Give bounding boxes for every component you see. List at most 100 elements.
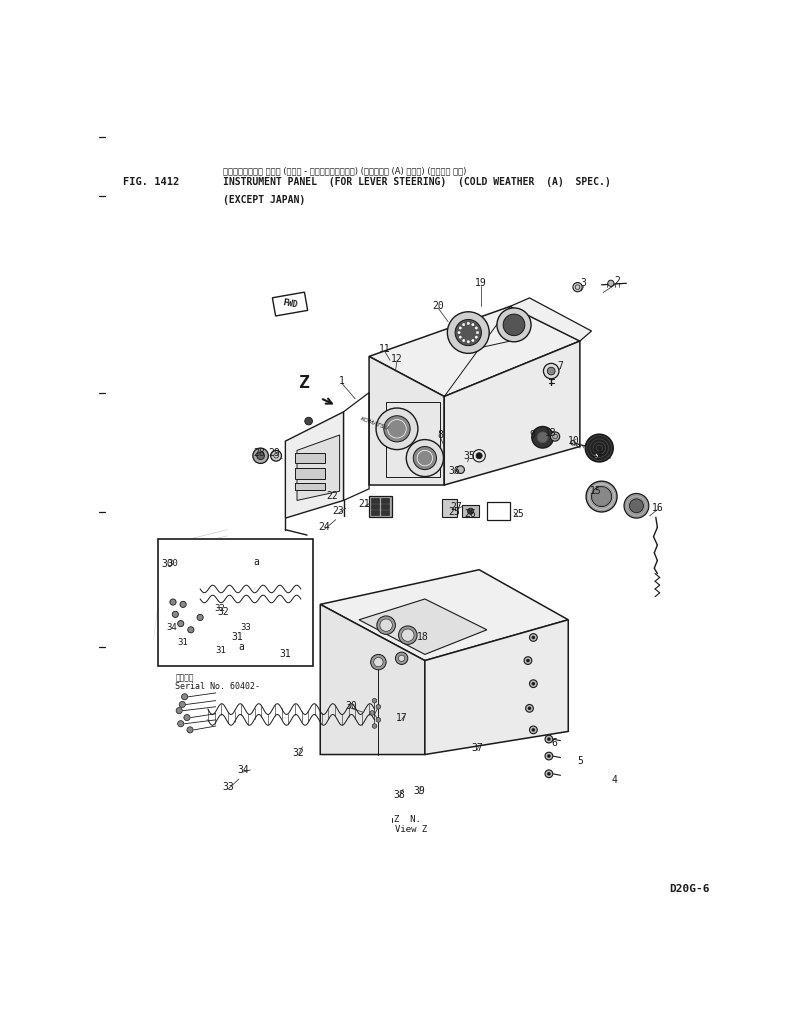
Circle shape [594,453,599,458]
Polygon shape [369,496,392,517]
Circle shape [475,336,478,339]
Circle shape [463,323,465,326]
Polygon shape [444,341,580,485]
Bar [371,498,379,503]
Text: 13: 13 [545,428,557,438]
Text: 8: 8 [437,430,444,440]
Circle shape [377,616,395,634]
Polygon shape [359,599,487,655]
Polygon shape [462,505,479,517]
Circle shape [547,367,555,374]
Bar [382,504,390,509]
Circle shape [467,341,469,343]
Circle shape [173,611,178,618]
Circle shape [270,450,281,461]
Text: 6: 6 [552,738,557,748]
Text: 12: 12 [391,354,403,364]
Text: 31: 31 [176,638,188,647]
Circle shape [550,432,560,441]
Circle shape [475,327,478,329]
Bar [371,504,379,509]
Circle shape [460,336,461,339]
Circle shape [529,680,537,687]
Circle shape [187,726,193,733]
Circle shape [545,752,553,760]
Text: View Z: View Z [395,826,428,834]
Text: 4: 4 [612,775,618,785]
Circle shape [607,280,614,286]
Circle shape [398,626,417,644]
Text: 19: 19 [475,278,487,288]
Text: 31: 31 [215,646,227,655]
Circle shape [463,340,465,342]
Text: 18: 18 [417,632,429,642]
Circle shape [471,323,474,326]
Circle shape [398,656,405,662]
Circle shape [497,308,531,342]
Circle shape [528,707,531,710]
Circle shape [253,448,269,464]
Text: 21: 21 [359,500,370,509]
Circle shape [591,486,611,507]
Circle shape [460,327,461,329]
Text: 9: 9 [529,430,535,440]
Text: 33: 33 [240,623,251,632]
Circle shape [529,726,537,734]
Text: 31: 31 [280,649,291,660]
Text: 32: 32 [214,603,225,613]
Text: 39: 39 [413,787,425,796]
Text: 30: 30 [161,558,173,568]
Text: 17: 17 [396,713,408,723]
Circle shape [372,699,377,703]
Bar [382,510,390,515]
Text: 15: 15 [590,486,601,497]
Text: 22: 22 [326,490,338,501]
Circle shape [476,331,479,333]
Polygon shape [510,298,591,341]
Circle shape [401,629,414,641]
Text: 26: 26 [464,509,475,518]
Polygon shape [369,307,580,396]
Circle shape [624,494,649,518]
Text: Z  N.: Z N. [394,816,421,825]
Circle shape [526,659,529,662]
Bar [296,468,325,479]
Polygon shape [285,411,343,518]
Circle shape [537,432,548,442]
Text: 32: 32 [218,607,229,617]
Circle shape [370,711,374,715]
Text: 11: 11 [378,344,390,354]
Text: 38: 38 [394,790,405,799]
Text: インストルメント パネル (レバー - ステアリング　ヨウ) (カンレイチ (A) ショウ) (カイガイ ヨウ): インストルメント パネル (レバー - ステアリング ヨウ) (カンレイチ (A… [223,166,467,175]
Circle shape [532,682,535,685]
Text: 33: 33 [222,782,234,792]
Text: a: a [238,641,244,652]
Circle shape [180,601,186,607]
Circle shape [545,770,553,778]
Circle shape [532,728,535,732]
Text: FIG. 1412: FIG. 1412 [122,177,179,188]
Polygon shape [297,435,339,501]
Circle shape [188,627,194,633]
Text: INSTRUMENT PANEL  (FOR LEVER STEERING)  (COLD WEATHER  (A)  SPEC.): INSTRUMENT PANEL (FOR LEVER STEERING) (C… [223,177,611,188]
Circle shape [179,702,185,708]
Text: 1: 1 [339,377,345,386]
Polygon shape [320,604,425,754]
Text: a: a [254,557,260,567]
Circle shape [372,723,377,728]
Circle shape [476,452,483,459]
Circle shape [467,508,474,514]
Circle shape [467,322,469,324]
Text: 27: 27 [450,503,462,512]
Circle shape [177,621,184,627]
Text: 14: 14 [591,449,603,460]
Text: 25: 25 [512,509,524,519]
Circle shape [257,451,265,460]
Circle shape [376,408,418,449]
Text: 30: 30 [168,559,178,568]
Circle shape [413,446,436,470]
Text: D20G-6: D20G-6 [669,884,709,895]
Circle shape [573,282,582,291]
Circle shape [177,720,184,726]
Circle shape [197,615,204,621]
